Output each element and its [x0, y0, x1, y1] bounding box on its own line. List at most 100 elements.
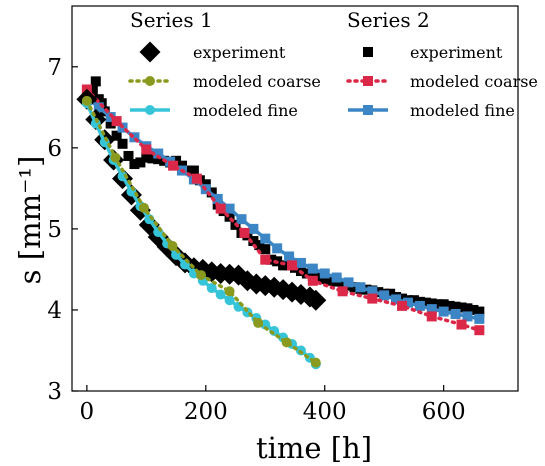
legend-swatch-marker — [363, 105, 373, 115]
series-4-point — [313, 272, 324, 283]
series-5-point — [141, 144, 152, 155]
ticks-layer: 0 200 400 600 3 4 5 6 7 — [47, 55, 465, 425]
series-6-point — [319, 268, 330, 279]
series-6-point — [272, 243, 283, 254]
legend-entry-label: modeled coarse — [193, 72, 321, 91]
plot-frame — [71, 5, 519, 392]
x-axis-label: time [h] — [256, 431, 372, 465]
series-5-point — [239, 227, 250, 238]
series-5-point — [215, 203, 226, 214]
series-6-point — [343, 277, 354, 288]
series-6-point — [331, 272, 342, 283]
series-2-point — [110, 152, 121, 163]
series-4-point — [278, 260, 289, 271]
series-4-point — [260, 244, 271, 255]
series-2-point — [81, 95, 92, 106]
series-4-point — [444, 300, 455, 311]
series-2 — [81, 95, 321, 368]
series-4-point — [301, 268, 312, 279]
series-4-point — [224, 211, 235, 222]
series-4-point — [432, 299, 443, 310]
series-4-point — [117, 138, 128, 149]
series-5 — [81, 84, 485, 336]
series-4-point — [188, 165, 199, 176]
series-5-point — [307, 275, 318, 286]
series-5-point — [111, 116, 122, 127]
y-tick-label: 7 — [47, 55, 62, 81]
series-6-point — [260, 233, 271, 244]
series-4-point — [468, 304, 479, 315]
y-tick-label: 6 — [47, 136, 62, 162]
series-4-point — [450, 301, 461, 312]
series-6-point — [224, 203, 235, 214]
series-4-point — [426, 298, 437, 309]
series-5-point — [426, 311, 437, 322]
series-6-point — [391, 294, 402, 305]
x-tick-label: 600 — [422, 399, 466, 425]
legend-entry-label: modeled fine — [193, 101, 298, 120]
series-2-point — [196, 270, 207, 281]
series-3-point — [215, 289, 226, 300]
x-tick-label: 400 — [303, 399, 347, 425]
x-tick-label: 0 — [80, 399, 95, 425]
series-6-point — [450, 309, 461, 319]
series-4-point — [182, 165, 193, 176]
series-4-point — [438, 299, 449, 310]
legend-swatch-marker — [145, 76, 155, 86]
series-6-point — [295, 257, 306, 268]
legend-swatch-marker — [363, 47, 373, 57]
series-6-point — [426, 304, 437, 315]
series-6-point — [474, 313, 485, 324]
series-6-point — [462, 311, 473, 322]
series-5-point — [287, 260, 298, 271]
series-2-point — [253, 317, 264, 328]
series-4-point — [420, 297, 431, 308]
legend-swatch-marker — [363, 76, 373, 86]
series-6-point — [355, 282, 366, 293]
series-6-point — [379, 290, 390, 301]
series-4-point — [397, 293, 408, 304]
series-6-point — [307, 263, 318, 274]
series-layer — [76, 76, 485, 370]
series-5-point — [474, 325, 485, 336]
series-6-point — [93, 102, 104, 113]
series-4-point — [349, 282, 360, 293]
series-4-point — [147, 153, 158, 164]
series-4-point — [337, 279, 348, 290]
legend-entry-label: modeled fine — [410, 101, 515, 120]
series-6-line — [85, 96, 480, 321]
series-4-point — [87, 84, 98, 95]
series-5-point — [367, 293, 378, 304]
series-5-point — [191, 173, 202, 184]
series-2-point — [224, 286, 235, 297]
legend-entry-label: experiment — [410, 43, 503, 62]
y-tick-label: 4 — [47, 298, 62, 324]
series-4-point — [325, 275, 336, 286]
y-axis-label: s [mm⁻¹] — [13, 156, 47, 285]
series-4-point — [408, 295, 419, 306]
series-4-point — [385, 288, 396, 299]
legend-entry-label: modeled coarse — [410, 72, 538, 91]
series-4-point — [129, 159, 140, 170]
series-6-point — [414, 300, 425, 311]
series-5-point — [260, 254, 271, 265]
series-4-point — [248, 236, 259, 247]
series-6-point — [212, 193, 223, 204]
legend-group-title: Series 2 — [347, 8, 430, 32]
series-4-point — [456, 302, 467, 313]
series-2-point — [281, 337, 292, 348]
series-5-point — [168, 160, 179, 171]
series-5-point — [397, 300, 408, 311]
series-4-point — [111, 130, 122, 141]
series-6-point — [248, 223, 259, 234]
legend-swatch-marker — [139, 41, 161, 63]
series-6-point — [153, 148, 164, 159]
legend-group-title: Series 1 — [130, 8, 213, 32]
series-6-point — [284, 251, 295, 262]
series-3-point — [206, 283, 217, 294]
series-4-point — [90, 76, 101, 87]
y-tick-label: 5 — [47, 217, 62, 243]
series-5-line — [85, 87, 482, 332]
series-6-point — [367, 286, 378, 297]
